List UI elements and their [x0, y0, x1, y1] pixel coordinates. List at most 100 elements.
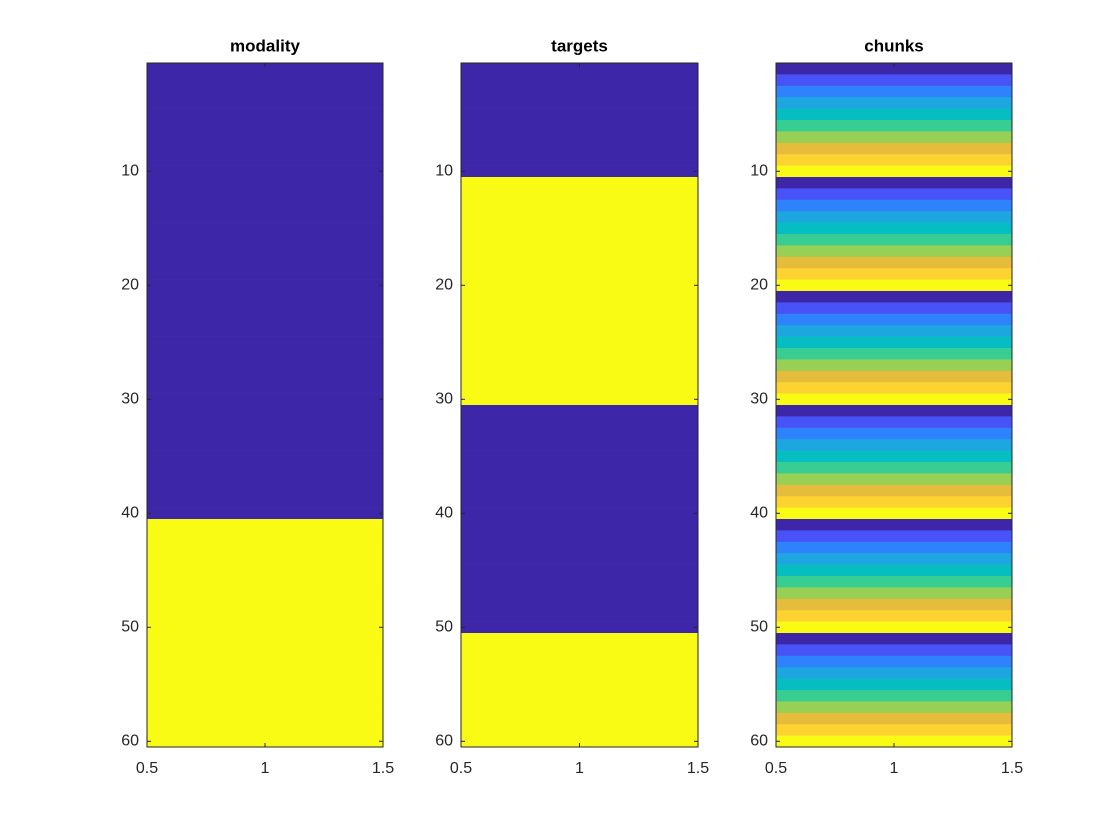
- cell: [461, 177, 698, 189]
- y-tick-label: 10: [750, 163, 768, 180]
- y-tick-label: 30: [435, 391, 453, 408]
- cell: [461, 131, 698, 144]
- cell: [147, 724, 383, 736]
- y-tick-label: 50: [121, 619, 139, 636]
- cell: [776, 667, 1012, 679]
- cell: [776, 370, 1012, 383]
- cell: [147, 256, 383, 269]
- cell: [147, 427, 383, 440]
- cell: [461, 644, 698, 657]
- x-tick-label: 1.5: [1001, 760, 1023, 777]
- cell: [147, 598, 383, 611]
- cell: [147, 701, 383, 714]
- cell: [147, 519, 383, 531]
- y-tick-label: 10: [435, 163, 453, 180]
- cell: [461, 610, 698, 622]
- cell: [147, 245, 383, 258]
- cell: [461, 405, 698, 417]
- cell: [461, 63, 698, 75]
- cell: [461, 484, 698, 497]
- cell: [461, 336, 698, 349]
- cell: [776, 473, 1012, 486]
- cell: [776, 120, 1012, 132]
- cell: [147, 690, 383, 702]
- cell: [776, 154, 1012, 166]
- cell: [776, 462, 1012, 474]
- x-tick-label: 1: [890, 760, 899, 777]
- cell: [147, 336, 383, 349]
- cell: [147, 405, 383, 417]
- cell: [147, 348, 383, 360]
- cell: [776, 678, 1012, 691]
- cell: [776, 199, 1012, 212]
- cell: [776, 587, 1012, 600]
- cell: [461, 587, 698, 600]
- cell: [776, 177, 1012, 189]
- cell: [461, 633, 698, 645]
- cell: [776, 245, 1012, 258]
- cell: [461, 473, 698, 486]
- cell: [776, 222, 1012, 235]
- x-tick-label: 1: [575, 760, 584, 777]
- cell: [776, 416, 1012, 429]
- cell: [461, 450, 698, 463]
- cell: [461, 348, 698, 360]
- cell: [776, 450, 1012, 463]
- cell: [461, 553, 698, 565]
- cell: [461, 291, 698, 303]
- y-tick-label: 30: [121, 391, 139, 408]
- cell: [147, 302, 383, 315]
- y-tick-label: 50: [435, 619, 453, 636]
- cell: [776, 553, 1012, 565]
- cell: [147, 678, 383, 691]
- cell: [776, 610, 1012, 622]
- cell: [147, 177, 383, 189]
- cell: [147, 268, 383, 280]
- cell: [461, 120, 698, 132]
- cell: [776, 382, 1012, 394]
- cell: [461, 211, 698, 223]
- cell: [147, 74, 383, 87]
- cell: [147, 633, 383, 645]
- y-tick-label: 40: [750, 505, 768, 522]
- cell: [461, 359, 698, 372]
- cell: [461, 530, 698, 543]
- y-tick-label: 20: [435, 277, 453, 294]
- y-tick-label: 30: [750, 391, 768, 408]
- cell: [147, 587, 383, 600]
- cell: [776, 655, 1012, 668]
- cell: [776, 268, 1012, 280]
- cell: [461, 222, 698, 235]
- cell: [776, 576, 1012, 588]
- cell: [776, 279, 1012, 292]
- cell: [147, 165, 383, 178]
- cell: [461, 279, 698, 292]
- cell: [147, 530, 383, 543]
- cell: [776, 633, 1012, 645]
- cell: [147, 610, 383, 622]
- cell: [147, 291, 383, 303]
- cell: [461, 154, 698, 166]
- cell: [461, 256, 698, 269]
- cell: [147, 496, 383, 508]
- cell: [461, 541, 698, 554]
- y-tick-label: 20: [121, 277, 139, 294]
- cell: [776, 325, 1012, 337]
- cell: [776, 690, 1012, 702]
- cell: [776, 564, 1012, 577]
- cell: [147, 325, 383, 337]
- cell: [776, 712, 1012, 725]
- cell: [147, 154, 383, 166]
- cell: [461, 199, 698, 212]
- subplot: chunks 10 20 30 40 50 60 0.5 1 1.5: [750, 36, 1023, 777]
- x-tick-label: 0.5: [450, 760, 472, 777]
- cell: [147, 507, 383, 520]
- cell: [461, 302, 698, 315]
- cell: [776, 439, 1012, 451]
- cell: [461, 188, 698, 201]
- cell: [776, 359, 1012, 372]
- cell: [776, 496, 1012, 508]
- y-tick-label: 40: [435, 505, 453, 522]
- cell: [461, 690, 698, 702]
